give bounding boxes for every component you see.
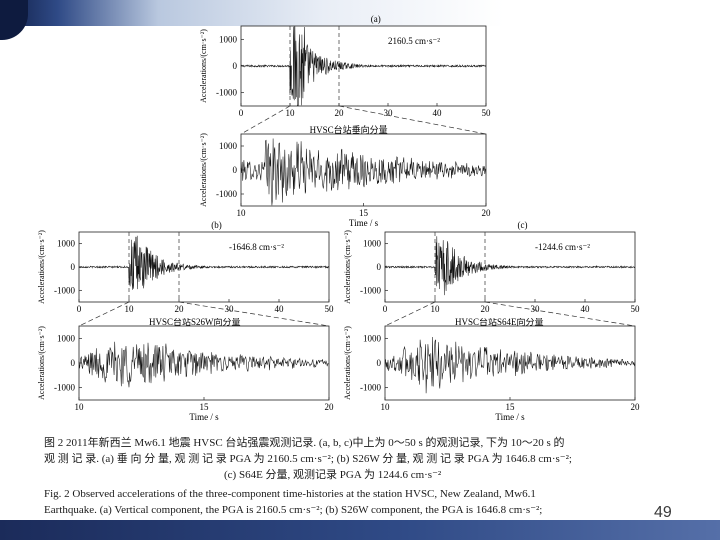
y-axis-label: Accelerations/(cm·s⁻²)	[343, 230, 352, 304]
x-tick-label: 20	[481, 304, 491, 314]
plot-a-full-svg: (a)0 10 20 30 40 5010000-1000Accelerations/(c…	[199, 14, 492, 118]
y-tick-label: 0	[71, 358, 76, 368]
caption-en-line1: Fig. 2 Observed accelerations of the thr…	[44, 488, 536, 500]
acceleration-trace	[78, 341, 330, 388]
figure-c-zoom: 10 15 20 1000 0 -1000 Accelerations/(cm·s⁻²) Ti…	[340, 316, 642, 428]
plot-b-full-svg: (b)0 10 20 30 40 5010000-1000Accelerations/(c…	[37, 220, 335, 314]
slide-corner-decoration	[0, 0, 28, 40]
y-tick-label: 1000	[219, 34, 238, 44]
page-number: 49	[654, 504, 672, 521]
x-tick-label: 30	[531, 304, 541, 314]
panel-label: (c)	[518, 220, 528, 230]
caption-en-line2: Earthquake. (a) Vertical component, the …	[44, 504, 543, 516]
x-tick-label: 0	[77, 304, 82, 314]
figure-a-full: (a) 0 10 20 30 40 50 1000 0 -1000 Accelerations/(c…	[196, 12, 496, 124]
plot-c-zoom-svg: 10 15 20 1000 0 -1000 Accelerations/(cm·s⁻²) Ti…	[343, 316, 641, 422]
x-tick-label: 20	[482, 208, 492, 218]
x-tick-label: 10	[237, 208, 247, 218]
figure-b-full: (b) 0 10 20 30 40 50 1000 0 -1000 Accelerations/(c…	[34, 218, 336, 322]
caption-cn-line2: 观 测 记 录. (a) 垂 向 分 量, 观 测 记 录 PGA 为 2160…	[44, 453, 572, 465]
slide-header-bar	[0, 0, 720, 26]
x-tick-label: 20	[325, 402, 335, 412]
x-tick-label: 20	[335, 108, 345, 118]
x-tick-label: 30	[225, 304, 235, 314]
x-tick-label: 30	[384, 108, 394, 118]
x-tick-label: 40	[581, 304, 591, 314]
y-tick-label: 1000	[219, 141, 238, 151]
x-tick-label: 10	[75, 402, 85, 412]
y-tick-label: -1000	[216, 189, 237, 199]
y-tick-label: -1000	[216, 88, 237, 98]
caption-cn-line1: 图 2 2011年新西兰 Mw6.1 地震 HVSC 台站强震观测记录. (a,…	[44, 437, 565, 449]
y-tick-label: 1000	[363, 333, 382, 343]
plot-c-full-svg: (c)0 10 20 30 40 5010000-1000Accelerations/(c…	[343, 220, 641, 314]
x-tick-label: 10	[125, 304, 135, 314]
figure-c-full: (c) 0 10 20 30 40 50 1000 0 -1000 Accelerations/(c…	[340, 218, 642, 322]
y-axis-label: Accelerations/(cm·s⁻²)	[199, 133, 208, 207]
y-tick-label: -1000	[54, 285, 75, 295]
x-tick-label: 0	[239, 108, 244, 118]
y-tick-label: 0	[377, 358, 382, 368]
x-tick-label: 10	[286, 108, 296, 118]
x-tick-label: 15	[506, 402, 516, 412]
caption-cn-line3: (c) S64E 分量, 观测记录 PGA 为 1244.6 cm·s⁻²	[224, 469, 442, 481]
pga-annotation: -1244.6 cm·s⁻²	[535, 242, 590, 252]
y-tick-label: 0	[71, 262, 76, 272]
y-tick-label: 1000	[363, 239, 382, 249]
component-annotation: HVSC台站S26W向分量	[149, 318, 241, 327]
x-tick-label: 15	[359, 208, 369, 218]
acceleration-trace	[240, 26, 487, 106]
y-tick-label: 0	[377, 262, 382, 272]
y-tick-label: 1000	[57, 239, 76, 249]
pga-annotation: 2160.5 cm·s⁻²	[388, 36, 440, 46]
x-tick-label: 40	[275, 304, 285, 314]
y-axis-label: Accelerations/(cm·s⁻²)	[37, 230, 46, 304]
slide-footer-bar	[0, 520, 720, 540]
y-tick-label: 1000	[57, 333, 76, 343]
x-tick-label: 20	[631, 402, 641, 412]
y-axis-label: Accelerations/(cm·s⁻²)	[343, 326, 352, 400]
panel-label: (b)	[211, 220, 222, 230]
acceleration-trace	[79, 235, 329, 290]
y-tick-label: -1000	[54, 383, 75, 393]
acceleration-trace	[384, 236, 635, 296]
panel-label: (a)	[371, 14, 381, 24]
x-tick-label: 0	[383, 304, 388, 314]
x-tick-label: 50	[482, 108, 492, 118]
acceleration-trace	[384, 336, 636, 394]
x-tick-label: 40	[433, 108, 443, 118]
x-axis-label: Time / s	[349, 218, 379, 228]
y-tick-label: 0	[233, 61, 238, 71]
pga-annotation: -1646.8 cm·s⁻²	[229, 242, 284, 252]
y-axis-label: Accelerations/(cm·s⁻²)	[199, 29, 208, 103]
y-tick-label: -1000	[360, 285, 381, 295]
y-tick-label: -1000	[360, 383, 381, 393]
x-tick-label: 50	[325, 304, 335, 314]
x-axis-label: Time / s	[189, 412, 219, 422]
x-tick-label: 10	[381, 402, 391, 412]
x-tick-label: 20	[175, 304, 185, 314]
x-tick-label: 10	[431, 304, 441, 314]
figure-b-zoom: 10 15 20 1000 0 -1000 Accelerations/(cm·s⁻²) Ti…	[34, 316, 336, 428]
plot-b-zoom-svg: 10 15 20 1000 0 -1000 Accelerations/(cm·s⁻²) Ti…	[37, 316, 335, 422]
y-tick-label: 0	[233, 165, 238, 175]
x-tick-label: 50	[631, 304, 641, 314]
component-annotation: HVSC台站垂向分量	[310, 124, 388, 135]
component-annotation: HVSC台站S64E向分量	[455, 318, 544, 327]
y-axis-label: Accelerations/(cm·s⁻²)	[37, 326, 46, 400]
x-tick-label: 15	[200, 402, 210, 412]
x-axis-label: Time / s	[495, 412, 525, 422]
acceleration-trace	[240, 138, 487, 206]
